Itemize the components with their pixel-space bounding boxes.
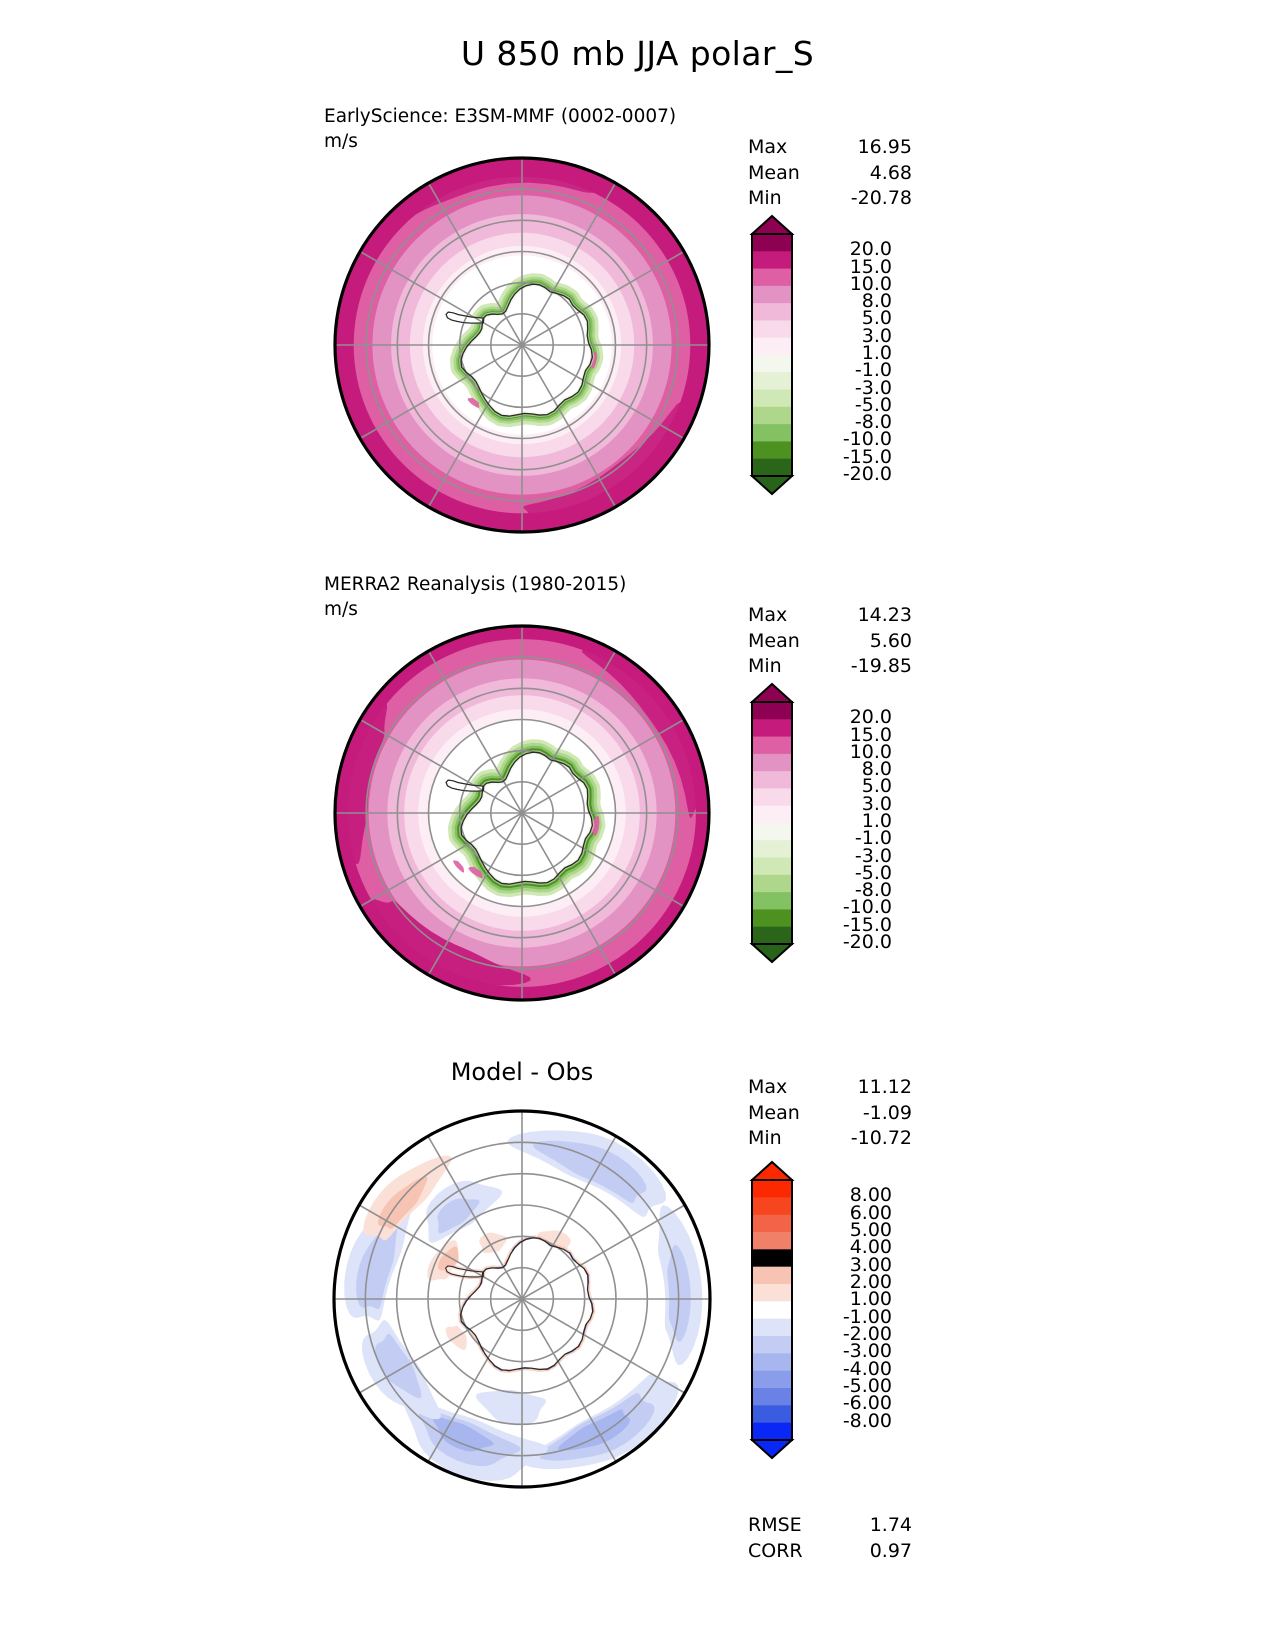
panel-diff-title: Model - Obs xyxy=(450,1058,594,1086)
colorbar-diff xyxy=(744,1160,800,1460)
colorbar-tick-label: 5.0 xyxy=(861,307,892,330)
colorbar-tick-label: -8.00 xyxy=(842,1409,892,1432)
colorbar-tick-label: -15.0 xyxy=(842,913,892,936)
colorbar-obs xyxy=(744,682,800,964)
colorbar-tick-label: 6.00 xyxy=(849,1201,892,1224)
colorbar-tick-label: -6.00 xyxy=(842,1392,892,1415)
stat-label: Min xyxy=(748,655,782,677)
polar-map-diff xyxy=(312,1095,732,1495)
panel-obs: MERRA2 Reanalysis (1980-2015) m/s Max 14… xyxy=(0,468,1275,1028)
stat-value: -1.09 xyxy=(862,1101,912,1124)
skill-label: CORR xyxy=(748,1539,803,1562)
stat-row: Mean -1.09 xyxy=(748,1101,912,1127)
colorbar-tick-label: 10.0 xyxy=(849,740,892,763)
panel-model-title: EarlyScience: E3SM-MMF (0002-0007) xyxy=(324,106,677,127)
stat-label: Mean xyxy=(748,1101,800,1124)
stat-row: Min -20.78 xyxy=(748,186,912,212)
panel-obs-title: MERRA2 Reanalysis (1980-2015) xyxy=(324,574,627,595)
panel-diff: Model - Obs Max 11.12 Mean -1.09 Min -10… xyxy=(0,1040,1275,1650)
colorbar-tick-label: 15.0 xyxy=(849,723,892,746)
panel-obs-stats: Max 14.23 Mean 5.60 Min -19.85 xyxy=(748,603,912,680)
colorbar-tick-label: 1.00 xyxy=(849,1288,892,1311)
colorbar-tick-label: 4.00 xyxy=(849,1236,892,1259)
colorbar-tick-label: -5.0 xyxy=(854,861,892,884)
colorbar-tick-label: 20.0 xyxy=(849,706,892,729)
colorbar-tick-label: 3.0 xyxy=(861,324,892,347)
panel-model: EarlyScience: E3SM-MMF (0002-0007) m/s M… xyxy=(0,0,1275,560)
stat-value: -10.72 xyxy=(850,1127,912,1149)
polar-map-model xyxy=(312,150,732,540)
stat-value: 4.68 xyxy=(869,161,912,184)
colorbar-tick-label: -2.00 xyxy=(842,1323,892,1345)
colorbar-tick-label: 8.00 xyxy=(849,1184,892,1207)
colorbar-model-labels: 20.0 15.0 10.0 8.0 5.0 3.0 1.0 -1.0 -3.0 -5.0 -8.0… xyxy=(800,214,900,496)
skill-label: RMSE xyxy=(748,1514,802,1536)
stat-row: Max 11.12 xyxy=(748,1075,912,1101)
colorbar-tick-label: -8.0 xyxy=(854,879,892,902)
colorbar-tick-label: -15.0 xyxy=(842,445,892,468)
colorbar-tick-label: -1.0 xyxy=(854,359,892,382)
stat-row: Max 14.23 xyxy=(748,603,912,629)
panel-model-units: m/s xyxy=(324,131,358,152)
colorbar-tick-label: 20.0 xyxy=(849,238,892,261)
colorbar-tick-label: -8.0 xyxy=(854,411,892,434)
colorbar-tick-label: 15.0 xyxy=(849,255,892,278)
stat-row: Mean 4.68 xyxy=(748,161,912,187)
colorbar-tick-label: 5.0 xyxy=(861,775,892,798)
stat-label: Max xyxy=(748,1076,788,1098)
colorbar-tick-label: 8.0 xyxy=(861,758,892,781)
stat-row: Mean 5.60 xyxy=(748,629,912,655)
colorbar-tick-label: 1.0 xyxy=(861,810,892,832)
panel-diff-stats: Max 11.12 Mean -1.09 Min -10.72 xyxy=(748,1075,912,1152)
colorbar-model xyxy=(744,214,800,496)
colorbar-tick-label: 2.00 xyxy=(849,1271,892,1293)
colorbar-tick-label: 1.0 xyxy=(861,342,892,364)
skill-row: CORR 0.97 xyxy=(748,1539,912,1565)
stat-value: 11.12 xyxy=(857,1076,912,1098)
colorbar-tick-label: -1.0 xyxy=(854,827,892,850)
stat-row: Min -19.85 xyxy=(748,654,912,680)
skill-value: 1.74 xyxy=(869,1514,912,1536)
colorbar-tick-label: -20.0 xyxy=(842,463,892,485)
stat-value: 14.23 xyxy=(857,604,912,626)
stat-label: Max xyxy=(748,136,788,158)
skill-value: 0.97 xyxy=(869,1539,912,1562)
colorbar-tick-label: -3.0 xyxy=(854,376,892,399)
colorbar-tick-label: -5.0 xyxy=(854,393,892,416)
panel-model-stats: Max 16.95 Mean 4.68 Min -20.78 xyxy=(748,135,912,212)
colorbar-tick-label: -10.0 xyxy=(842,428,892,451)
stat-value: 16.95 xyxy=(857,136,912,158)
colorbar-tick-label: 5.00 xyxy=(849,1219,892,1241)
stat-row: Max 16.95 xyxy=(748,135,912,161)
figure-title: U 850 mb JJA polar_S xyxy=(460,34,815,73)
colorbar-tick-label: 3.00 xyxy=(849,1253,892,1276)
stat-row: Min -10.72 xyxy=(748,1126,912,1152)
colorbar-tick-label: -5.00 xyxy=(842,1375,892,1397)
colorbar-tick-label: -3.0 xyxy=(854,844,892,867)
stat-value: -19.85 xyxy=(850,655,912,677)
colorbar-tick-label: 10.0 xyxy=(849,272,892,295)
stat-label: Mean xyxy=(748,161,800,184)
stat-label: Min xyxy=(748,1127,782,1149)
stat-value: -20.78 xyxy=(850,187,912,209)
colorbar-tick-label: -1.00 xyxy=(842,1305,892,1328)
colorbar-obs-labels: 20.0 15.0 10.0 8.0 5.0 3.0 1.0 -1.0 -3.0 -5.0 -8.0… xyxy=(800,682,900,964)
colorbar-diff-labels: 8.00 6.00 5.00 4.00 3.00 2.00 1.00 -1.00 -2.00 -3… xyxy=(800,1160,900,1460)
colorbar-tick-label: -4.00 xyxy=(842,1357,892,1380)
stat-label: Max xyxy=(748,604,788,626)
panel-obs-units: m/s xyxy=(324,599,358,620)
stat-value: 5.60 xyxy=(869,629,912,652)
panel-diff-skill: RMSE 1.74 CORR 0.97 xyxy=(748,1513,912,1564)
colorbar-tick-label: -20.0 xyxy=(842,931,892,953)
colorbar-tick-label: -10.0 xyxy=(842,896,892,919)
polar-map-obs xyxy=(312,618,732,1008)
stat-label: Mean xyxy=(748,629,800,652)
skill-row: RMSE 1.74 xyxy=(748,1513,912,1539)
colorbar-tick-label: 3.0 xyxy=(861,792,892,815)
colorbar-tick-label: 8.0 xyxy=(861,290,892,313)
colorbar-tick-label: -3.00 xyxy=(842,1340,892,1363)
stat-label: Min xyxy=(748,187,782,209)
